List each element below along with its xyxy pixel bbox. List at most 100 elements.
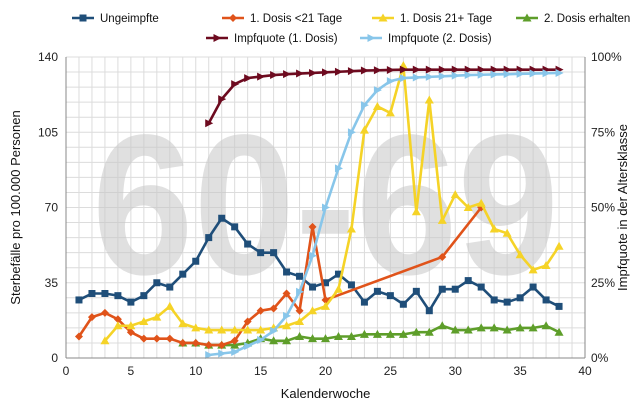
data-point: [450, 325, 460, 334]
data-point: [322, 68, 330, 77]
data-point: [74, 332, 83, 341]
data-point: [516, 294, 524, 302]
y-tick-label: 0: [51, 351, 58, 365]
data-point: [515, 323, 525, 332]
legend-label: 1. Dosis <21 Tage: [250, 13, 342, 25]
data-point: [296, 287, 305, 296]
data-point: [464, 277, 472, 285]
data-point: [378, 13, 388, 22]
data-point: [231, 347, 240, 356]
axes: 0 5 10 15 20 25 30 35 40 0 35 70 105 140 0% 25% 50% 75% 10…: [38, 50, 622, 378]
data-point: [528, 265, 538, 274]
series-3: [178, 321, 564, 349]
data-point: [205, 119, 214, 128]
data-point: [360, 298, 368, 306]
data-point: [398, 329, 408, 338]
data-point: [282, 289, 291, 298]
data-point: [463, 203, 473, 211]
data-point: [515, 250, 525, 259]
data-point: [489, 323, 499, 332]
data-point: [451, 71, 460, 80]
data-point: [438, 65, 447, 74]
y-tick-label: 70: [45, 201, 59, 215]
data-point: [217, 341, 226, 350]
data-point: [87, 313, 96, 322]
data-point: [464, 71, 473, 80]
legend-item: 2. Dosis erhalten: [516, 13, 630, 25]
data-point: [502, 228, 512, 237]
x-tick-label: 30: [449, 364, 463, 378]
legend-item: Impfquote (2. Dosis): [360, 33, 492, 45]
data-point: [295, 316, 305, 325]
data-point: [554, 241, 564, 250]
data-point: [295, 332, 305, 340]
data-point: [373, 86, 382, 95]
data-point: [386, 65, 395, 74]
series-line: [103, 64, 561, 342]
data-point: [516, 69, 525, 78]
data-point: [334, 164, 343, 173]
data-point: [126, 328, 135, 337]
data-point: [437, 215, 447, 224]
data-point: [88, 290, 96, 297]
data-point: [477, 283, 485, 291]
legend-label: 1. Dosis 21+ Tage: [400, 13, 492, 25]
data-point: [438, 252, 447, 261]
data-point: [205, 234, 213, 242]
data-point: [139, 334, 148, 343]
data-point: [166, 283, 174, 291]
data-point: [283, 268, 291, 276]
data-point: [411, 327, 421, 336]
data-point: [373, 287, 381, 295]
data-point: [503, 298, 511, 306]
data-point: [399, 65, 408, 74]
x-tick-label: 35: [513, 364, 527, 378]
data-point: [529, 283, 537, 291]
data-point: [308, 334, 318, 343]
data-point: [438, 285, 446, 293]
data-point: [309, 283, 317, 291]
series-5: [205, 68, 564, 359]
data-point: [165, 334, 174, 343]
data-point: [463, 325, 473, 334]
data-point: [257, 72, 266, 81]
data-point: [205, 350, 214, 359]
data-point: [451, 285, 459, 293]
data-point: [372, 329, 382, 338]
data-point: [114, 292, 122, 300]
legend-item: Ungeimpfte: [72, 13, 159, 25]
data-point: [522, 13, 532, 22]
data-point: [178, 319, 188, 328]
data-point: [489, 224, 499, 233]
data-point: [178, 338, 187, 347]
y2-tick-label: 100%: [591, 50, 622, 64]
x-tick-label: 25: [384, 364, 398, 378]
data-point: [476, 198, 486, 207]
y-tick-label: 105: [38, 125, 58, 139]
data-point: [385, 108, 395, 117]
data-point: [256, 325, 266, 334]
data-point: [360, 66, 369, 75]
data-point: [231, 80, 240, 89]
y-tick-label: 35: [45, 276, 59, 290]
data-point: [79, 14, 87, 22]
data-point: [243, 317, 252, 326]
y2-axis-title: Impfquote in der Altersklasse: [615, 124, 630, 291]
legend-item: 1. Dosis 21+ Tage: [372, 13, 492, 25]
data-point: [153, 279, 161, 287]
data-point: [476, 323, 486, 332]
data-point: [502, 325, 512, 334]
data-point: [100, 336, 110, 345]
data-point: [244, 341, 253, 350]
data-point: [191, 323, 201, 332]
data-point: [385, 329, 395, 338]
series-4: [205, 65, 564, 128]
data-point: [230, 336, 239, 345]
data-point: [437, 321, 447, 330]
data-point: [399, 300, 407, 308]
data-point: [367, 34, 376, 42]
data-point: [425, 65, 434, 74]
data-point: [451, 65, 460, 74]
data-point: [100, 308, 109, 317]
data-point: [230, 325, 240, 334]
